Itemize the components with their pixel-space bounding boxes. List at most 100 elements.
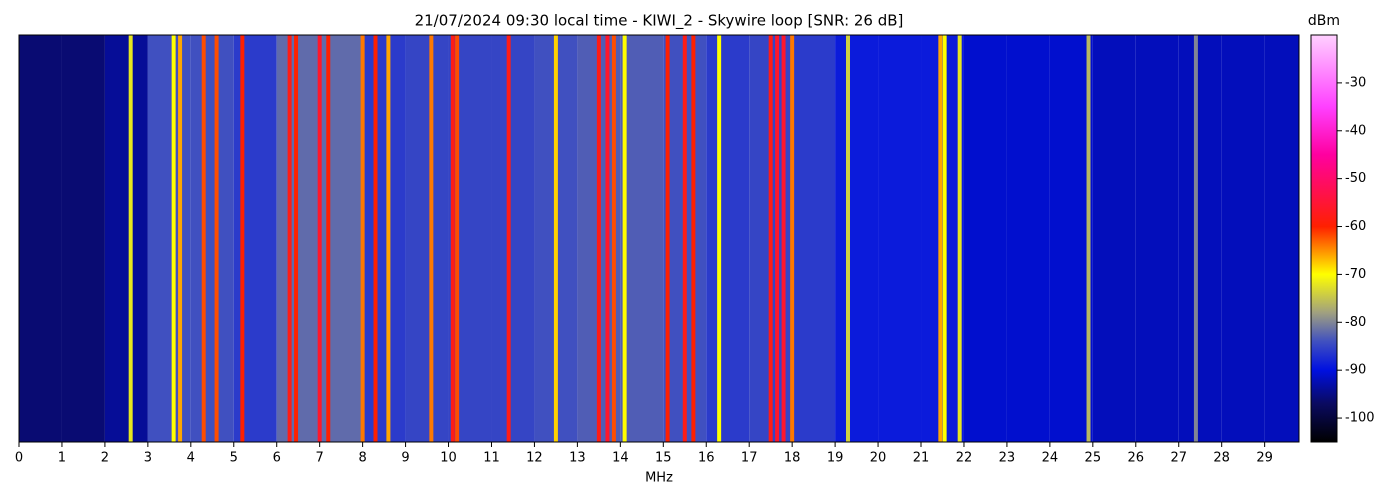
- signal-line: [178, 35, 183, 442]
- x-tick-label: 8: [358, 451, 366, 466]
- signal-line: [201, 35, 206, 442]
- x-tick-label: 9: [401, 451, 409, 466]
- noise-column: [276, 35, 320, 442]
- x-tick-label: 15: [655, 451, 672, 466]
- signal-line: [790, 35, 795, 442]
- x-tick-label: 12: [526, 451, 543, 466]
- x-tick-label: 7: [316, 451, 324, 466]
- x-tick-label: 10: [440, 451, 457, 466]
- signal-line: [294, 35, 299, 442]
- noise-column: [319, 35, 363, 442]
- noise-column: [706, 35, 750, 442]
- noise-column: [405, 35, 449, 442]
- signal-line: [942, 35, 947, 442]
- x-tick-label: 11: [483, 451, 500, 466]
- x-tick-label: 24: [1042, 451, 1059, 466]
- signal-line: [373, 35, 378, 442]
- noise-column: [1049, 35, 1093, 442]
- noise-column: [1221, 35, 1265, 442]
- signal-line: [957, 35, 962, 442]
- noise-column: [1178, 35, 1222, 442]
- noise-column: [620, 35, 664, 442]
- signal-line: [326, 35, 331, 442]
- colorbar-tick-label: -70: [1345, 267, 1366, 282]
- x-tick-label: 6: [273, 451, 281, 466]
- signal-line: [1193, 35, 1198, 442]
- noise-column: [491, 35, 535, 442]
- noise-column: [1006, 35, 1050, 442]
- x-tick-label: 26: [1128, 451, 1145, 466]
- x-tick-label: 19: [827, 451, 844, 466]
- x-axis-label: MHz: [645, 471, 673, 486]
- noise-column: [19, 35, 62, 442]
- signal-line: [128, 35, 133, 442]
- x-tick-label: 14: [612, 451, 629, 466]
- signal-line: [605, 35, 610, 442]
- noise-column: [1135, 35, 1179, 442]
- colorbar-tick-label: -80: [1345, 315, 1366, 330]
- x-tick-label: 16: [698, 451, 715, 466]
- x-tick-label: 3: [144, 451, 152, 466]
- noise-column: [104, 35, 148, 442]
- signal-line: [287, 35, 292, 442]
- x-tick-label: 1: [58, 451, 66, 466]
- noise-column: [878, 35, 922, 442]
- signal-line: [317, 35, 322, 442]
- noise-column: [1092, 35, 1136, 442]
- signal-line: [845, 35, 850, 442]
- plot-frame: [18, 34, 1300, 443]
- signal-line: [360, 35, 365, 442]
- signal-line: [622, 35, 627, 442]
- x-tick-label: 22: [956, 451, 973, 466]
- noise-column: [190, 35, 234, 442]
- colorbar-tick-label: -90: [1345, 363, 1366, 378]
- colorbar-tick-label: -40: [1345, 123, 1366, 138]
- x-tick-label: 18: [784, 451, 801, 466]
- plot-area: [19, 35, 1299, 442]
- noise-column: [147, 35, 191, 442]
- colorbar-tick-label: -100: [1345, 411, 1375, 426]
- x-tick-label: 20: [870, 451, 887, 466]
- x-tick-label: 0: [15, 451, 23, 466]
- signal-line: [455, 35, 460, 442]
- signal-line: [665, 35, 670, 442]
- signal-line: [450, 35, 455, 442]
- signal-line: [691, 35, 696, 442]
- noise-column: [792, 35, 836, 442]
- noise-column: [448, 35, 492, 442]
- signal-line: [171, 35, 176, 442]
- noise-column: [233, 35, 277, 442]
- colorbar-label: dBm: [1308, 13, 1340, 29]
- signal-line: [717, 35, 722, 442]
- x-tick-label: 23: [999, 451, 1016, 466]
- signal-line: [214, 35, 219, 442]
- x-tick-label: 4: [187, 451, 195, 466]
- signal-line: [506, 35, 511, 442]
- signal-line: [682, 35, 687, 442]
- noise-column: [61, 35, 105, 442]
- x-tick-label: 25: [1085, 451, 1102, 466]
- colorbar-tick-label: -60: [1345, 219, 1366, 234]
- x-tick-label: 28: [1213, 451, 1230, 466]
- signal-line: [596, 35, 601, 442]
- noise-column: [835, 35, 879, 442]
- noise-column: [921, 35, 964, 442]
- noise-column: [1264, 35, 1299, 442]
- x-tick-label: 17: [741, 451, 758, 466]
- signal-line: [611, 35, 616, 442]
- x-tick-label: 2: [101, 451, 109, 466]
- signal-line: [775, 35, 780, 442]
- signal-line: [768, 35, 773, 442]
- colorbar: [1310, 34, 1338, 443]
- chart-title: 21/07/2024 09:30 local time - KIWI_2 - S…: [415, 12, 904, 31]
- noise-column: [963, 35, 1007, 442]
- signal-line: [781, 35, 786, 442]
- colorbar-tick-label: -30: [1345, 75, 1366, 90]
- x-tick-label: 27: [1170, 451, 1187, 466]
- colorbar-tick-label: -50: [1345, 171, 1366, 186]
- signal-line: [1086, 35, 1091, 442]
- signal-line: [240, 35, 245, 442]
- signal-line: [938, 35, 943, 442]
- signal-line: [429, 35, 434, 442]
